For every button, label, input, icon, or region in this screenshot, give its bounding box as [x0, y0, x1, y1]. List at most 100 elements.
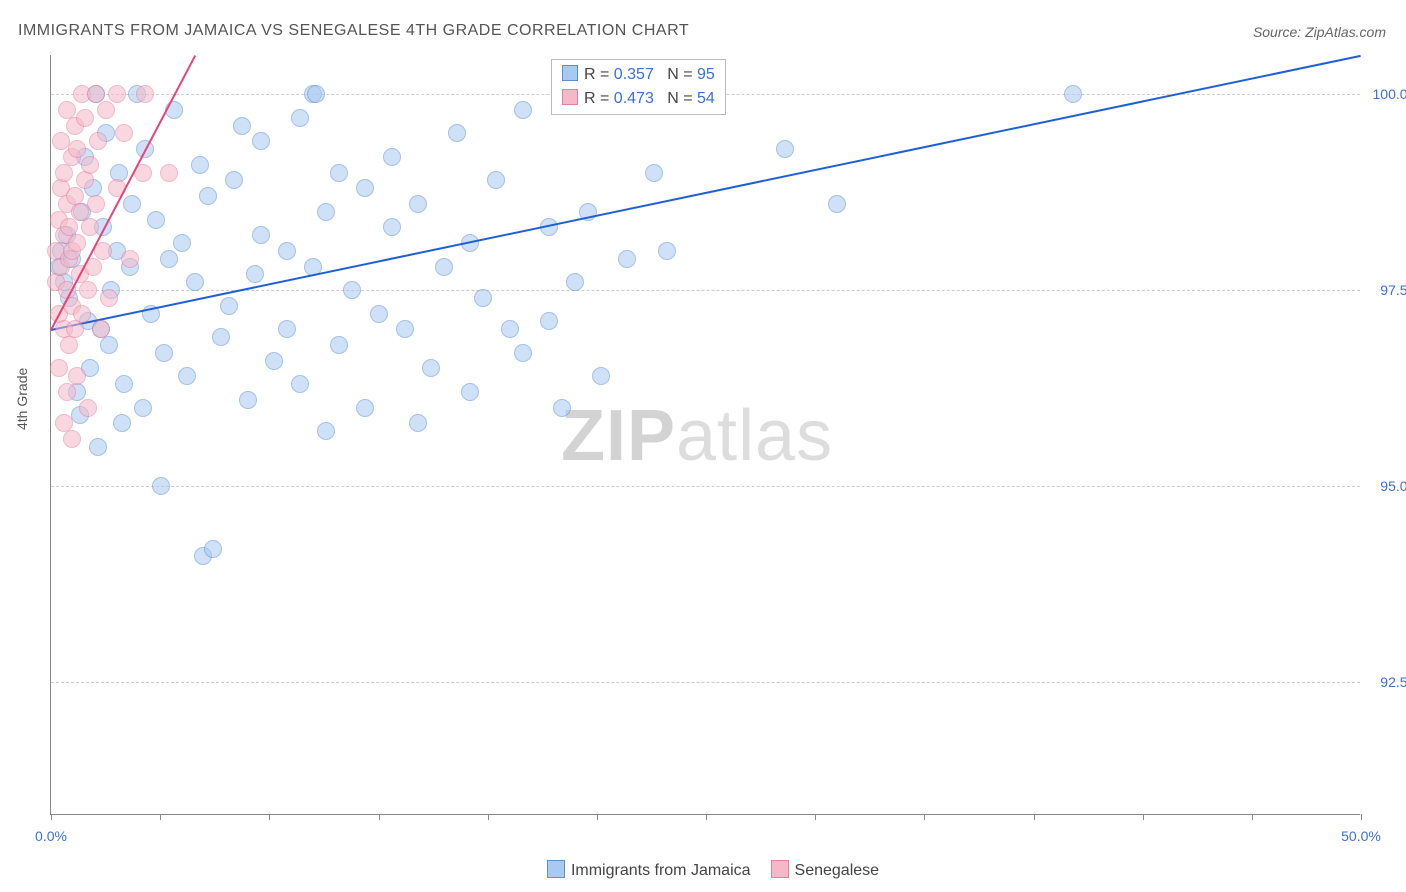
scatter-point	[252, 226, 270, 244]
gridline	[51, 290, 1360, 291]
gridline	[51, 682, 1360, 683]
scatter-point	[592, 367, 610, 385]
scatter-point	[68, 367, 86, 385]
legend-swatch	[562, 65, 578, 81]
scatter-point	[233, 117, 251, 135]
scatter-point	[356, 399, 374, 417]
scatter-point	[134, 399, 152, 417]
scatter-point	[212, 328, 230, 346]
scatter-point	[136, 85, 154, 103]
scatter-point	[97, 101, 115, 119]
scatter-point	[73, 305, 91, 323]
x-tick	[1143, 814, 1144, 820]
watermark: ZIPatlas	[561, 395, 833, 477]
scatter-point	[776, 140, 794, 158]
x-tick	[1361, 814, 1362, 820]
scatter-point	[115, 124, 133, 142]
scatter-point	[220, 297, 238, 315]
scatter-point	[278, 320, 296, 338]
scatter-point	[81, 156, 99, 174]
scatter-point	[108, 85, 126, 103]
scatter-point	[76, 171, 94, 189]
y-tick-label: 92.5%	[1365, 674, 1406, 690]
scatter-point	[396, 320, 414, 338]
scatter-point	[278, 242, 296, 260]
x-tick	[1252, 814, 1253, 820]
scatter-point	[121, 250, 139, 268]
x-tick	[488, 814, 489, 820]
x-tick-label: 50.0%	[1341, 828, 1381, 844]
scatter-point	[160, 164, 178, 182]
scatter-point	[115, 375, 133, 393]
scatter-point	[514, 344, 532, 362]
scatter-point	[422, 359, 440, 377]
scatter-point	[645, 164, 663, 182]
scatter-point	[100, 289, 118, 307]
scatter-point	[330, 164, 348, 182]
scatter-point	[89, 132, 107, 150]
x-tick	[924, 814, 925, 820]
correlation-info-box: R = 0.357 N = 95R = 0.473 N = 54	[551, 59, 726, 115]
scatter-point	[186, 273, 204, 291]
scatter-point	[343, 281, 361, 299]
gridline	[51, 486, 1360, 487]
scatter-point	[239, 391, 257, 409]
y-axis-label: 4th Grade	[14, 368, 30, 430]
scatter-point	[160, 250, 178, 268]
scatter-point	[76, 109, 94, 127]
legend-swatch	[771, 860, 789, 878]
scatter-point	[618, 250, 636, 268]
scatter-point	[152, 477, 170, 495]
scatter-point	[1064, 85, 1082, 103]
scatter-point	[58, 383, 76, 401]
n-label: N =	[667, 90, 697, 107]
chart-title: IMMIGRANTS FROM JAMAICA VS SENEGALESE 4T…	[18, 22, 689, 40]
scatter-point	[63, 430, 81, 448]
scatter-point	[487, 171, 505, 189]
scatter-point	[307, 85, 325, 103]
x-tick	[160, 814, 161, 820]
scatter-point	[199, 187, 217, 205]
scatter-point	[68, 140, 86, 158]
y-tick-label: 100.0%	[1365, 86, 1406, 102]
x-tick	[597, 814, 598, 820]
scatter-point	[317, 203, 335, 221]
scatter-point	[514, 101, 532, 119]
n-value: 95	[697, 66, 715, 83]
scatter-point	[92, 320, 110, 338]
scatter-point	[409, 414, 427, 432]
scatter-point	[383, 148, 401, 166]
scatter-point	[66, 320, 84, 338]
scatter-point	[291, 375, 309, 393]
scatter-point	[191, 156, 209, 174]
scatter-point	[540, 312, 558, 330]
legend-label: Senegalese	[795, 862, 880, 879]
x-tick	[1034, 814, 1035, 820]
scatter-point	[246, 265, 264, 283]
scatter-point	[356, 179, 374, 197]
legend-label: Immigrants from Jamaica	[571, 862, 751, 879]
scatter-point	[265, 352, 283, 370]
scatter-point	[828, 195, 846, 213]
scatter-point	[94, 242, 112, 260]
scatter-point	[474, 289, 492, 307]
x-tick	[269, 814, 270, 820]
scatter-point	[291, 109, 309, 127]
x-tick	[51, 814, 52, 820]
x-tick-label: 0.0%	[35, 828, 67, 844]
scatter-point	[448, 124, 466, 142]
scatter-point	[79, 399, 97, 417]
y-tick-label: 97.5%	[1365, 282, 1406, 298]
bottom-legend: Immigrants from Jamaica Senegalese	[0, 860, 1406, 880]
source-attribution: Source: ZipAtlas.com	[1253, 24, 1386, 40]
legend-swatch	[562, 89, 578, 105]
scatter-point	[566, 273, 584, 291]
scatter-point	[501, 320, 519, 338]
x-tick	[815, 814, 816, 820]
scatter-point	[330, 336, 348, 354]
scatter-point	[123, 195, 141, 213]
r-value: 0.473	[614, 90, 654, 107]
scatter-point	[317, 422, 335, 440]
scatter-point	[252, 132, 270, 150]
scatter-point	[370, 305, 388, 323]
